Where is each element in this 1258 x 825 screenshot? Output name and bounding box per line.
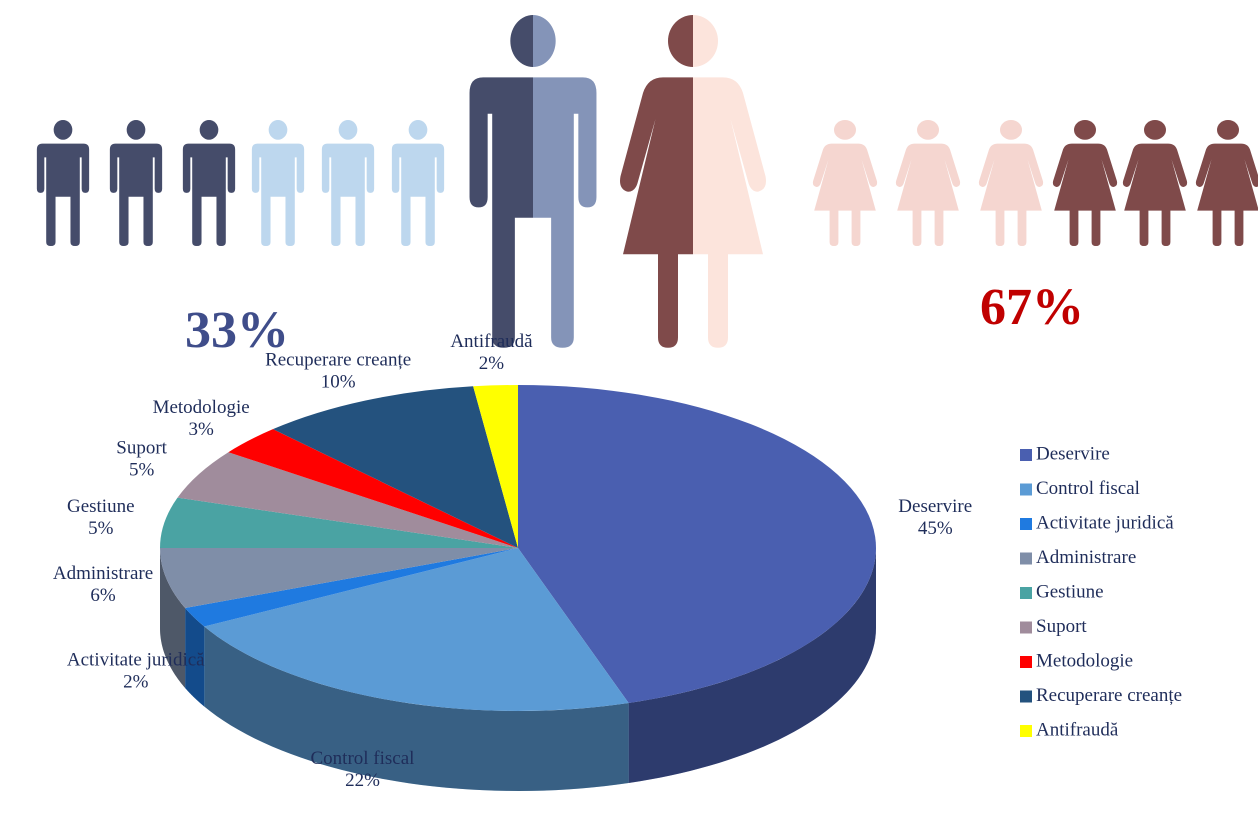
slice-category-label: Recuperare creanțe: [265, 349, 411, 370]
legend-label: Control fiscal: [1036, 478, 1140, 499]
legend-label: Antifraudă: [1036, 719, 1119, 740]
icon-half: [252, 120, 304, 246]
icon-half: [392, 120, 444, 246]
icon-half: [322, 120, 374, 246]
slice-value-label: 45%: [918, 518, 953, 539]
slice-value-label: 10%: [321, 371, 356, 392]
slice-value-label: 22%: [345, 770, 380, 791]
legend-swatch: [1020, 518, 1032, 530]
legend-label: Administrare: [1036, 547, 1136, 568]
slice-value-label: 3%: [188, 419, 214, 440]
pie-chart: [160, 385, 876, 791]
legend-swatch: [1020, 725, 1032, 737]
icon-shape: [252, 120, 304, 246]
slice-value-label: 2%: [479, 353, 505, 374]
infographic: 33%67%Deservire45%Control fiscal22%Activ…: [0, 0, 1258, 825]
legend-swatch: [1020, 587, 1032, 599]
icon-shape: [322, 120, 374, 246]
legend-label: Activitate juridică: [1036, 512, 1174, 533]
legend-swatch: [1020, 691, 1032, 703]
legend-label: Gestiune: [1036, 581, 1104, 602]
legend-swatch: [1020, 622, 1032, 634]
slice-value-label: 6%: [90, 585, 116, 606]
legend-swatch: [1020, 449, 1032, 461]
icon-shape: [470, 15, 597, 348]
icon-shape: [392, 120, 444, 246]
slice-category-label: Antifraudă: [450, 331, 533, 352]
legend-label: Recuperare creanțe: [1036, 685, 1182, 706]
legend-label: Suport: [1036, 616, 1087, 637]
percentage-label: 67%: [980, 279, 1084, 336]
icon-half: [110, 120, 162, 246]
icon-half: [37, 120, 89, 246]
icon-half: [470, 15, 597, 348]
slice-category-label: Control fiscal: [311, 748, 415, 769]
icon-shape: [37, 120, 89, 246]
legend-swatch: [1020, 484, 1032, 496]
slice-value-label: 5%: [129, 460, 155, 481]
legend-swatch: [1020, 553, 1032, 565]
slice-category-label: Gestiune: [67, 496, 135, 517]
icon-shape: [110, 120, 162, 246]
slice-value-label: 5%: [88, 518, 114, 539]
slice-category-label: Suport: [116, 438, 167, 459]
slice-value-label: 2%: [123, 672, 149, 693]
slice-category-label: Metodologie: [153, 397, 250, 418]
icon-shape: [183, 120, 235, 246]
slice-category-label: Activitate juridică: [67, 650, 205, 671]
icon-half: [183, 120, 235, 246]
legend-label: Deservire: [1036, 443, 1110, 464]
legend-swatch: [1020, 656, 1032, 668]
slice-category-label: Administrare: [53, 563, 153, 584]
slice-category-label: Deservire: [898, 496, 972, 517]
legend-label: Metodologie: [1036, 650, 1133, 671]
